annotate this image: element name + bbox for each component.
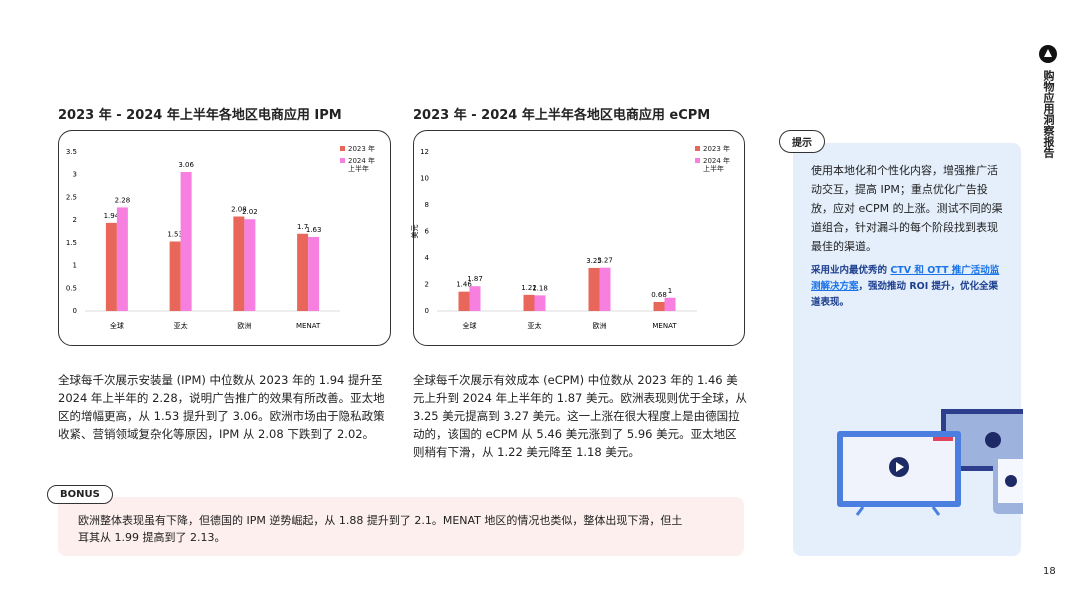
y-tick-label: 10	[420, 175, 429, 183]
x-tick-label: MENAT	[296, 322, 321, 330]
y-tick-label: 0	[425, 307, 429, 315]
y-tick-label: 2	[425, 281, 429, 289]
chart-frame	[58, 130, 391, 346]
bar	[588, 267, 600, 311]
chart-title: 2023 年 - 2024 年上半年各地区电商应用 eCPM	[413, 108, 711, 123]
x-tick-label: MENAT	[652, 322, 677, 330]
value-label: 1.46	[456, 281, 472, 289]
x-tick-label: 全球	[110, 321, 124, 330]
y-tick-label: 12	[420, 148, 429, 156]
legend-label: 2024 年上半年	[703, 157, 731, 173]
y-tick-label: 2	[73, 216, 77, 224]
bar	[469, 286, 481, 311]
x-tick-label: 亚太	[174, 321, 188, 330]
text: 采用业内最优秀的	[811, 265, 891, 276]
value-label: 1.7	[297, 223, 308, 231]
bar	[244, 219, 256, 311]
bonus-box: 欧洲整体表现虽有下降，但德国的 IPM 逆势崛起，从 1.88 提升到了 2.1…	[58, 497, 744, 556]
legend-label: 2023 年	[348, 145, 376, 153]
logo	[1039, 45, 1057, 63]
value-label: 1.94	[104, 212, 120, 220]
bar	[534, 295, 546, 311]
legend-swatch	[695, 158, 700, 163]
bonus-label: BONUS	[47, 485, 113, 504]
bar	[458, 291, 470, 311]
page-number: 18	[1043, 566, 1056, 577]
value-label: 2.02	[242, 208, 258, 216]
bar	[180, 171, 192, 311]
bar	[116, 207, 128, 311]
bar	[523, 294, 535, 311]
value-label: 3.27	[597, 257, 613, 265]
y-tick-label: 8	[425, 201, 429, 209]
x-tick-label: 亚太	[528, 321, 542, 330]
x-tick-label: 欧洲	[237, 321, 251, 330]
y-tick-label: 1	[73, 262, 77, 270]
y-tick-label: 3	[73, 171, 77, 179]
bar	[308, 236, 320, 311]
y-axis-label: 美元	[410, 225, 419, 239]
value-label: 1.63	[306, 226, 322, 234]
bar	[233, 216, 245, 311]
legend-label: 2023 年	[703, 145, 731, 153]
tip-panel: 使用本地化和个性化内容，增强推广活动交互，提高 IPM；重点优化广告投放，应对 …	[793, 143, 1023, 556]
value-label: 1.18	[532, 284, 548, 292]
y-tick-label: 0.5	[66, 284, 77, 292]
legend-swatch	[340, 146, 345, 151]
legend-swatch	[695, 146, 700, 151]
value-label: 1	[668, 287, 672, 295]
y-tick-label: 0	[73, 307, 77, 315]
bar	[169, 241, 181, 311]
tip-label: 提示	[779, 130, 825, 153]
y-tick-label: 1.5	[66, 239, 77, 247]
y-tick-label: 6	[425, 228, 430, 236]
x-tick-label: 全球	[463, 321, 477, 330]
value-label: 3.25	[586, 257, 602, 265]
value-label: 2.08	[231, 206, 247, 214]
bar	[653, 301, 665, 311]
value-label: 3.06	[178, 161, 194, 169]
paragraph: 全球每千次展示安装量 (IPM) 中位数从 2023 年的 1.94 提升至 2…	[58, 373, 385, 441]
side-label: 购物应用洞察报告	[1042, 70, 1055, 158]
legend-swatch	[340, 158, 345, 163]
y-tick-label: 2.5	[66, 193, 77, 201]
link[interactable]: CTV 和 OTT 推广活动监测解决方案	[811, 265, 1000, 292]
value-label: 2.28	[115, 196, 131, 204]
chart-title: 2023 年 - 2024 年上半年各地区电商应用 IPM	[58, 108, 342, 123]
y-tick-label: 4	[425, 254, 430, 262]
bar	[105, 222, 117, 311]
y-tick-label: 3.5	[66, 148, 77, 156]
legend-label: 2024 年上半年	[348, 157, 376, 173]
chart-frame	[413, 130, 745, 346]
bar	[664, 297, 676, 311]
bar	[599, 267, 611, 311]
bonus-text: 欧洲整体表现虽有下降，但德国的 IPM 逆势崛起，从 1.88 提升到了 2.1…	[78, 514, 683, 544]
bar	[297, 233, 309, 311]
paragraph: 全球每千次展示有效成本 (eCPM) 中位数从 2023 年的 1.46 美元上…	[413, 373, 747, 459]
value-label: 1.53	[167, 230, 183, 238]
value-label: 1.22	[521, 284, 537, 292]
x-tick-label: 欧洲	[593, 321, 607, 330]
value-label: 1.87	[467, 275, 483, 283]
tip-highlight: 采用业内最优秀的 CTV 和 OTT 推广活动监测解决方案，强劲推动 ROI 提…	[811, 263, 1006, 311]
tip-text: 使用本地化和个性化内容，增强推广活动交互，提高 IPM；重点优化广告投放，应对 …	[811, 164, 1003, 253]
value-label: 0.68	[651, 291, 667, 299]
text: ，强劲推动 ROI 提升，优化全渠道表现。	[811, 281, 999, 308]
illustration	[837, 409, 1023, 516]
